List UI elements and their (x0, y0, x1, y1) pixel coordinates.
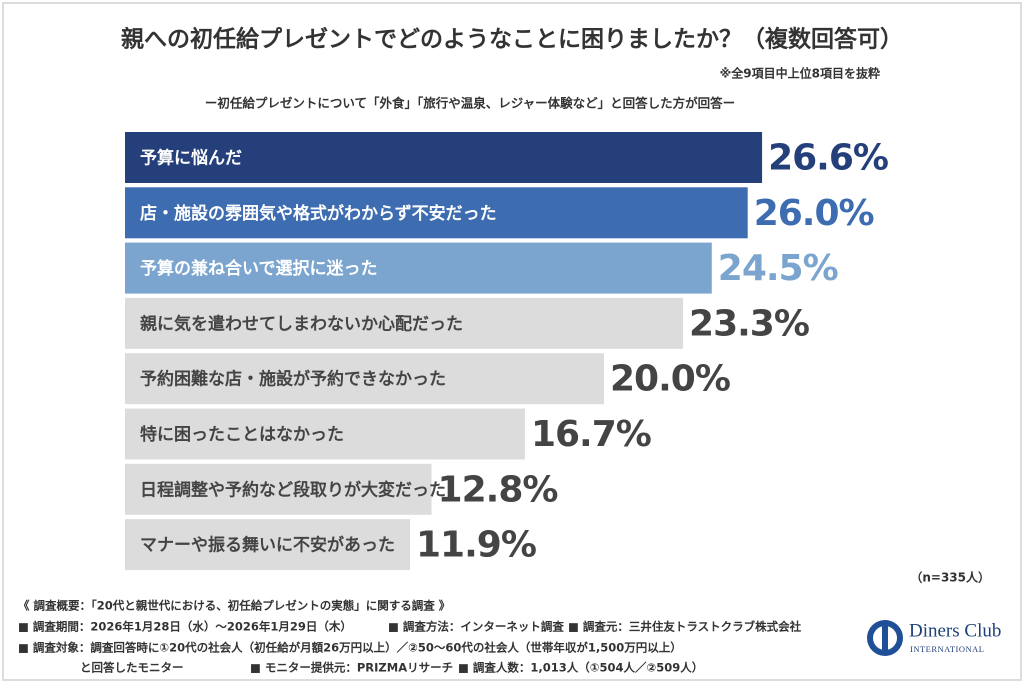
bar (125, 187, 748, 239)
logo-mark (882, 626, 888, 650)
chart-title: 親への初任給プレゼントでどのようなことに困りましたか？（複数回答可） (121, 26, 903, 53)
bar (125, 408, 525, 460)
category-label: 予算の兼ね合いで選択に迷った (140, 258, 378, 279)
bar (125, 242, 712, 294)
footer-provider: ■ モニター提供元：PRIZMAリサーチ (250, 661, 453, 675)
logo: Diners Club INTERNATIONAL (867, 620, 1001, 656)
footer-method: ■ 調査方法：インターネット調査 (388, 620, 564, 634)
bar (125, 132, 763, 183)
value-label: 23.3% (689, 303, 809, 344)
value-label: 11.9% (416, 525, 536, 566)
footer-period: ■ 調査期間：2026年1月28日（水）〜2026年1月29日（木） (18, 620, 352, 634)
category-label: 予約困難な店・施設が予約できなかった (140, 369, 446, 390)
footer-target: ■ 調査対象：調査回答時に①20代の社会人（初任給が月額26万円以上）／②50〜… (18, 641, 682, 655)
logo-name: Diners Club (909, 620, 1001, 641)
bar (125, 297, 684, 349)
value-label: 26.6% (768, 138, 888, 179)
footer-count: ■ 調査人数：1,013人（①504人／②509人） (458, 661, 703, 675)
subtitle: ー初任給プレゼントについて「外食」「旅行や温泉、レジャー体験など」と回答した方が… (205, 96, 735, 111)
sample-size: （n=335人） (910, 570, 990, 585)
value-label: 12.8% (438, 469, 558, 510)
category-label: 日程調整や予約など段取りが大変だった (140, 479, 446, 500)
value-label: 20.0% (610, 359, 730, 400)
category-label: 店・施設の雰囲気や格式がわからず不安だった (140, 203, 497, 224)
footer-target-cont: と回答したモニター (80, 661, 184, 675)
value-label: 24.5% (718, 248, 838, 289)
category-label: 親に気を遣わせてしまわないか心配だった (140, 313, 463, 334)
category-label: 予算に悩んだ (140, 148, 242, 169)
footer-heading: 《 調査概要：「20代と親世代における、初任給プレゼントの実態」に関する調査 》 (18, 599, 450, 613)
bar (125, 519, 411, 571)
bar (125, 353, 604, 405)
category-label: マナーや振る舞いに不安があった (140, 535, 395, 556)
footer-source: ■ 調査元：三井住友トラストクラブ株式会社 (568, 620, 802, 634)
value-label: 16.7% (531, 414, 651, 455)
logo-sub: INTERNATIONAL (910, 644, 985, 654)
bar (125, 463, 432, 515)
note: ※全9項目中上位8項目を抜粋 (720, 66, 880, 81)
value-label: 26.0% (754, 193, 874, 234)
category-label: 特に困ったことはなかった (140, 424, 344, 445)
bars: 予算に悩んだ 26.6% 店・施設の雰囲気や格式がわからず不安だった 26.0% 予算の… (125, 132, 889, 571)
